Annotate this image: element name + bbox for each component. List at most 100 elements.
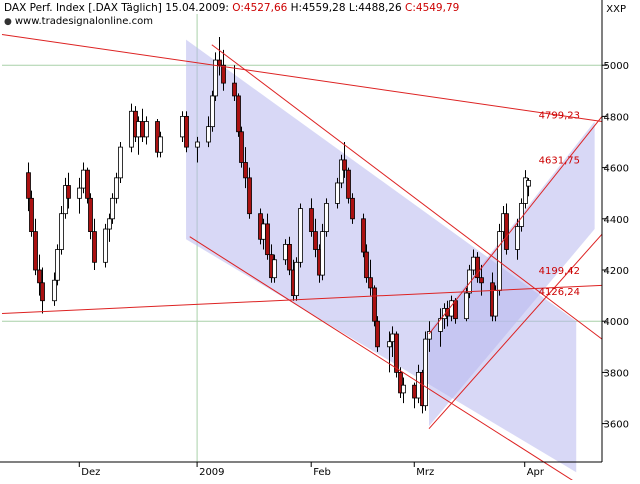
candle-body	[283, 243, 288, 261]
candle	[324, 198, 329, 237]
candle	[423, 331, 428, 411]
candle	[346, 167, 351, 204]
candle-body	[350, 197, 355, 220]
candle	[298, 203, 303, 268]
candle-body	[394, 333, 399, 373]
candle-body	[361, 218, 366, 253]
price-labels: 4799,23 4631,75 4199,42 4126,24	[539, 111, 580, 298]
candle-body	[136, 121, 141, 138]
candle	[504, 203, 509, 255]
candle-body	[107, 218, 112, 230]
candle	[26, 162, 31, 212]
y-tick-label: 3800	[604, 368, 629, 379]
candle-body	[372, 287, 377, 322]
candle-body	[515, 226, 520, 250]
candle	[265, 213, 270, 260]
candle-body	[52, 279, 57, 302]
candle-body	[423, 338, 428, 407]
candle	[438, 308, 443, 347]
candle-body	[298, 208, 303, 263]
candle-body	[118, 146, 123, 179]
candles	[26, 37, 531, 414]
candle	[206, 116, 211, 148]
candle-body	[467, 269, 472, 294]
candle-body	[144, 121, 149, 138]
y-axis: 3600 3800 4000 4200 4400 4600 4800 5000	[602, 61, 629, 431]
candle-body	[110, 197, 115, 220]
candle	[144, 116, 149, 145]
candle	[361, 213, 366, 258]
candle-body	[387, 341, 392, 348]
candle-body	[221, 64, 226, 84]
candle	[515, 218, 520, 260]
candle-body	[523, 177, 528, 204]
candle-body	[519, 203, 524, 227]
candle-body	[85, 169, 90, 199]
candle-body	[59, 213, 64, 250]
trendline	[1, 33, 603, 123]
candle	[364, 244, 369, 283]
candle	[195, 136, 200, 163]
candle-body	[342, 159, 347, 171]
website-text: www.tradesignalonline.com	[14, 16, 153, 27]
candle-body	[364, 251, 369, 279]
candle-body	[390, 333, 395, 343]
candle-body	[320, 231, 325, 276]
candle-body	[346, 169, 351, 199]
candle	[232, 65, 237, 102]
channel-shading	[186, 39, 595, 473]
candle	[519, 198, 524, 232]
candle-body	[368, 277, 373, 289]
candle	[129, 103, 134, 153]
candle-body	[401, 384, 406, 394]
candle-body	[103, 228, 108, 263]
candle-body	[309, 208, 314, 232]
index-name: DAX Perf. Index [.DAX Täglich]	[4, 2, 162, 14]
candle-body	[217, 59, 222, 66]
x-tick-label: Dez	[81, 467, 100, 478]
trendline	[428, 233, 603, 430]
candle	[479, 264, 484, 296]
candle	[110, 193, 115, 224]
candle	[497, 223, 502, 296]
candle	[236, 93, 241, 137]
candle	[158, 131, 163, 158]
candle-body	[416, 371, 421, 399]
candle-body	[265, 223, 270, 256]
close-value: C:4549,79	[405, 2, 460, 14]
candle-body	[412, 384, 417, 399]
candle	[387, 331, 392, 373]
candle-body	[272, 259, 277, 279]
candle	[77, 177, 82, 214]
plot-frame	[0, 0, 603, 463]
candle-body	[449, 300, 454, 317]
candle-body	[504, 213, 509, 250]
candle	[394, 331, 399, 378]
candle-body	[339, 159, 344, 184]
candle	[372, 285, 377, 327]
open-value: O:4527,66	[232, 2, 288, 14]
candle	[103, 223, 108, 268]
candle-body	[26, 172, 31, 199]
candle	[401, 377, 406, 404]
candle	[66, 172, 71, 209]
candle	[523, 170, 528, 209]
candle-body	[66, 185, 71, 199]
candle	[342, 142, 347, 178]
candle-body	[206, 126, 211, 143]
y-tick-label: 4600	[604, 164, 629, 175]
candle-body	[294, 261, 299, 297]
candle	[398, 367, 403, 398]
x-tick-label: 2009	[199, 467, 224, 478]
y-tick-label: 3600	[604, 420, 629, 431]
candle-body	[184, 116, 189, 148]
candle	[29, 190, 34, 237]
x-tick-label: Apr	[527, 467, 545, 478]
candle	[339, 154, 344, 189]
candle-body	[243, 162, 248, 179]
candle-body	[287, 243, 292, 271]
quote-date: 15.04.2009	[165, 2, 226, 14]
candle	[427, 321, 432, 352]
candle-body	[438, 318, 443, 332]
